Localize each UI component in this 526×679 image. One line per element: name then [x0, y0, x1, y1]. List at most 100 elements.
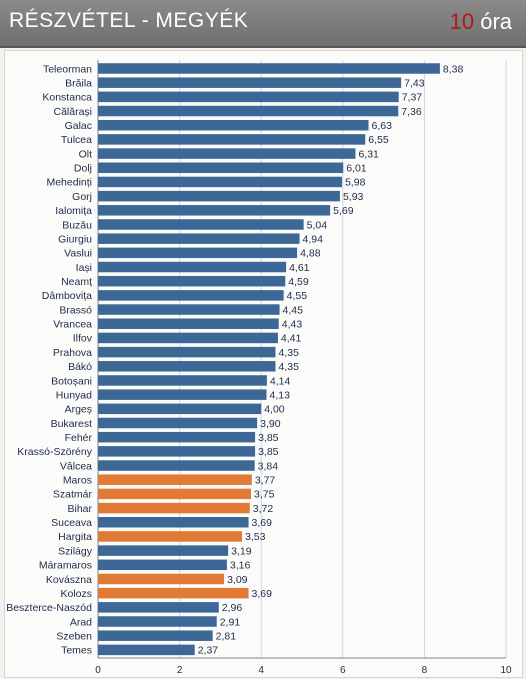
- bar: [98, 162, 344, 174]
- category-label: Szeben: [56, 631, 92, 643]
- category-label: Suceava: [51, 517, 92, 529]
- bar: [98, 190, 340, 202]
- bar: [98, 134, 366, 145]
- x-tick-label: 2: [177, 665, 183, 676]
- category-label: Vaslui: [64, 248, 92, 260]
- bar: [98, 517, 249, 528]
- category-label: Szatmár: [53, 489, 93, 501]
- bar: [98, 176, 342, 188]
- bar: [98, 148, 356, 159]
- category-label: Vâlcea: [60, 460, 92, 472]
- value-label: 4,35: [278, 347, 299, 359]
- value-label: 4,94: [303, 233, 324, 245]
- bar: [98, 531, 243, 542]
- bar: [98, 616, 217, 627]
- bar: [98, 205, 331, 216]
- value-label: 3,84: [258, 460, 279, 472]
- value-label: 5,93: [343, 191, 364, 203]
- bar: [98, 375, 267, 386]
- bar: [98, 389, 267, 400]
- bar: [98, 417, 258, 429]
- category-label: Temes: [61, 645, 92, 657]
- value-label: 3,85: [258, 432, 279, 444]
- value-label: 7,36: [401, 106, 422, 118]
- category-label: Maros: [63, 475, 92, 487]
- bar: [98, 431, 256, 443]
- category-label: Botoșani: [51, 375, 92, 387]
- value-label: 3,69: [252, 588, 273, 600]
- category-label: Hargita: [58, 531, 92, 543]
- bar: [98, 502, 250, 514]
- value-label: 6,63: [372, 120, 393, 132]
- x-tick-label: 4: [258, 665, 264, 676]
- category-label: Galac: [65, 120, 92, 132]
- category-label: Ilfov: [73, 333, 93, 345]
- bar: [98, 346, 276, 358]
- category-label: Brassó: [59, 304, 92, 316]
- category-label: Vrancea: [53, 319, 92, 331]
- category-label: Máramaros: [39, 560, 92, 572]
- value-label: 3,72: [253, 503, 274, 515]
- value-label: 4,88: [300, 248, 321, 260]
- category-label: Neamț: [61, 276, 92, 288]
- value-label: 8,38: [443, 63, 464, 75]
- category-label: Teleorman: [43, 63, 92, 75]
- bar: [98, 474, 252, 485]
- hours-indicator: 10 óra: [450, 9, 512, 35]
- bar: [98, 559, 227, 571]
- bar: [98, 573, 225, 585]
- category-label: Konstanca: [42, 92, 92, 104]
- bar: [98, 233, 300, 244]
- value-label: 5,69: [333, 205, 354, 217]
- value-label: 5,98: [345, 177, 366, 189]
- category-label: Kovászna: [46, 574, 92, 586]
- chart-header: RÉSZVÉTEL - MEGYÉK 10 óra: [0, 0, 526, 48]
- value-label: 3,53: [245, 531, 266, 543]
- category-label: Prahova: [53, 347, 92, 359]
- value-label: 3,19: [231, 545, 252, 557]
- category-label: Gorj: [72, 191, 92, 203]
- bar: [98, 602, 219, 613]
- value-label: 3,16: [230, 560, 251, 572]
- value-label: 4,59: [288, 276, 309, 288]
- bar: [98, 332, 278, 344]
- hours-value: 10: [449, 9, 475, 34]
- bar: [98, 261, 287, 273]
- bar: [98, 644, 195, 656]
- bar: [98, 318, 279, 329]
- category-label: Ialomița: [55, 205, 92, 217]
- bar: [98, 361, 276, 372]
- bar: [98, 488, 251, 500]
- category-label: Krassó-Szörény: [17, 446, 92, 458]
- value-label: 4,55: [287, 290, 308, 302]
- category-label: Bihar: [67, 503, 92, 515]
- value-label: 6,55: [368, 134, 389, 146]
- value-label: 4,61: [289, 262, 310, 274]
- value-label: 4,00: [264, 404, 285, 416]
- value-label: 4,35: [278, 361, 299, 373]
- bar: [98, 545, 229, 556]
- category-label: Szilágy: [58, 545, 93, 557]
- category-label: Fehér: [65, 432, 93, 444]
- bar: [98, 247, 298, 259]
- value-label: 7,43: [404, 77, 425, 89]
- bar: [98, 446, 256, 457]
- category-label: Tulcea: [61, 134, 92, 146]
- value-label: 7,37: [402, 92, 423, 104]
- bar: [98, 77, 402, 88]
- value-label: 6,01: [346, 163, 367, 175]
- category-label: Hunyad: [56, 389, 92, 401]
- value-label: 3,75: [254, 489, 275, 501]
- bar: [98, 105, 399, 117]
- category-label: Olt: [79, 148, 93, 160]
- x-tick-label: 6: [340, 665, 346, 676]
- value-label: 4,43: [282, 319, 303, 331]
- value-label: 2,91: [220, 616, 241, 628]
- category-label: Dâmbovița: [42, 290, 92, 302]
- category-label: Kolozs: [60, 588, 92, 600]
- value-label: 4,41: [281, 333, 302, 345]
- category-label: Bukarest: [51, 418, 93, 430]
- bar: [98, 119, 369, 131]
- bar: [98, 91, 399, 103]
